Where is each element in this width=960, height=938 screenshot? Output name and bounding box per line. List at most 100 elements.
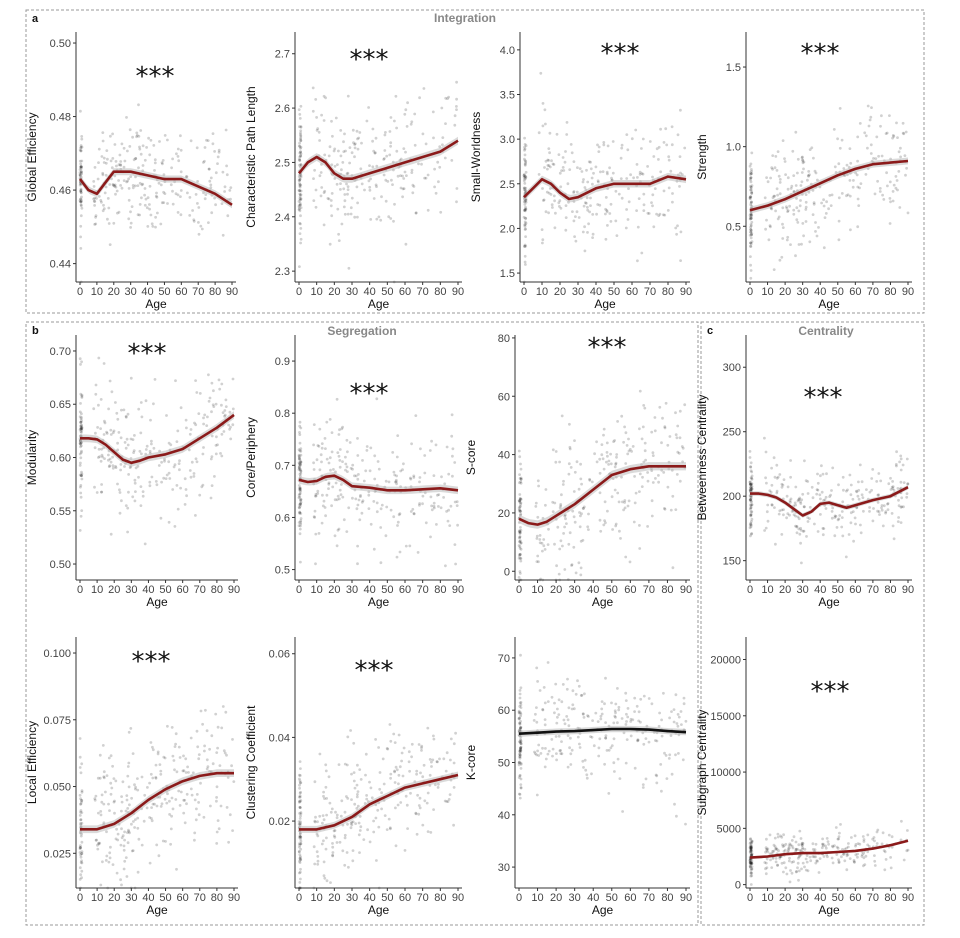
data-point (906, 848, 910, 852)
data-point (837, 162, 841, 166)
data-point (79, 809, 83, 812)
data-point (217, 148, 221, 152)
data-point (831, 506, 835, 510)
data-point (335, 816, 339, 820)
data-point (387, 480, 391, 484)
data-point (179, 170, 183, 174)
data-point (634, 128, 638, 132)
data-point (785, 205, 788, 209)
data-point (210, 434, 214, 438)
data-point (518, 473, 521, 476)
data-point (360, 141, 363, 145)
data-point (299, 835, 303, 839)
data-point (351, 463, 355, 467)
data-point (203, 159, 206, 163)
data-point (653, 429, 657, 433)
data-point (444, 96, 448, 100)
data-point (134, 157, 138, 161)
data-point (335, 841, 339, 844)
x-tick-label: 70 (417, 286, 429, 298)
data-point (322, 839, 325, 843)
data-point (586, 231, 589, 234)
data-point (786, 512, 790, 516)
data-point (845, 854, 849, 858)
data-point (298, 462, 301, 465)
data-point (806, 520, 810, 523)
data-point (862, 851, 865, 855)
data-point (905, 166, 908, 170)
data-point (185, 802, 188, 806)
data-point (179, 134, 182, 138)
data-point (785, 238, 789, 242)
data-point (590, 735, 594, 739)
data-point (825, 472, 828, 476)
data-point (330, 450, 334, 454)
data-point (798, 829, 802, 833)
y-tick-label: 2.4 (275, 212, 290, 224)
data-point (405, 803, 409, 807)
data-point (80, 799, 83, 802)
data-point (220, 202, 224, 206)
data-point (423, 799, 427, 803)
data-point (749, 488, 753, 491)
data-point (156, 752, 160, 756)
data-point (455, 80, 458, 84)
data-point (338, 448, 342, 451)
data-point (118, 511, 122, 515)
data-point (881, 193, 884, 197)
data-point (603, 500, 607, 504)
data-point (298, 794, 302, 798)
data-point (828, 495, 831, 498)
data-point (854, 522, 857, 526)
data-point (669, 169, 673, 173)
data-point (675, 436, 679, 440)
data-point (349, 729, 352, 732)
data-point (441, 143, 444, 147)
data-point (436, 493, 439, 497)
data-point (335, 498, 339, 502)
data-point (298, 795, 301, 799)
x-tick-label: 10 (761, 892, 773, 904)
data-point (775, 489, 779, 493)
data-point (107, 407, 110, 411)
data-point (859, 523, 862, 527)
data-point (780, 508, 784, 512)
data-point (79, 424, 82, 428)
data-point (388, 826, 392, 830)
data-point (297, 205, 301, 209)
data-point (626, 148, 630, 152)
data-point (171, 807, 175, 811)
data-point (518, 553, 522, 556)
data-point (337, 239, 341, 243)
data-point (518, 499, 521, 503)
data-point (78, 529, 82, 532)
data-point (626, 452, 630, 456)
data-point (518, 740, 521, 744)
data-point (829, 493, 832, 497)
data-point (597, 746, 601, 750)
data-point (796, 866, 799, 870)
data-point (570, 707, 574, 711)
data-point (871, 468, 875, 471)
data-point (858, 122, 862, 125)
data-point (523, 220, 527, 224)
data-point (172, 759, 176, 762)
data-point (778, 181, 782, 184)
data-point (342, 140, 345, 144)
data-point (99, 813, 103, 817)
significance-stars: *** (601, 39, 640, 69)
data-point (750, 839, 754, 843)
y-tick-label: 0.46 (50, 185, 71, 197)
data-point (192, 475, 196, 478)
data-point (343, 132, 346, 136)
data-point (749, 476, 753, 480)
data-point (157, 181, 161, 185)
data-point (341, 161, 345, 164)
trend-line (518, 465, 686, 526)
data-point (541, 549, 544, 553)
data-point (766, 847, 770, 851)
data-point (120, 795, 123, 798)
data-point (182, 798, 186, 802)
data-point (559, 539, 563, 543)
data-point (638, 170, 642, 174)
